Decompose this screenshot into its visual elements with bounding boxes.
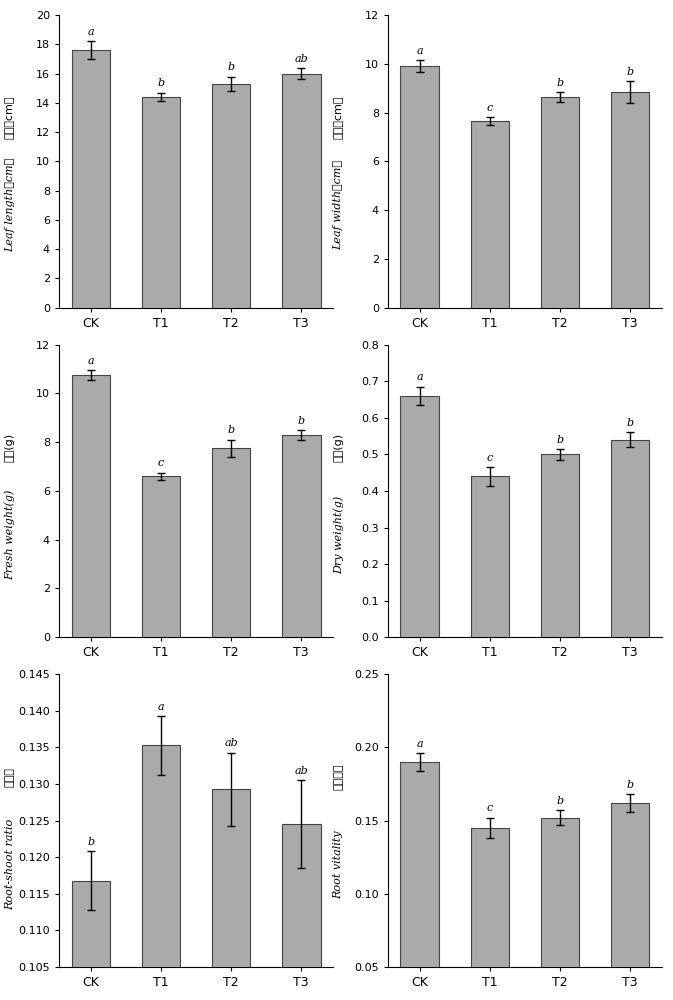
Bar xyxy=(611,803,649,1000)
Bar xyxy=(611,440,649,637)
Text: b: b xyxy=(557,435,563,445)
Text: 根系活力: 根系活力 xyxy=(334,763,344,790)
Text: c: c xyxy=(158,458,164,468)
Text: a: a xyxy=(87,356,94,366)
Text: Leaf length（cm）: Leaf length（cm） xyxy=(5,158,15,252)
Text: a: a xyxy=(87,27,94,37)
Text: a: a xyxy=(417,46,423,56)
Bar xyxy=(540,454,579,637)
Text: b: b xyxy=(557,78,563,88)
Text: Dry weight(g): Dry weight(g) xyxy=(333,496,344,574)
Text: c: c xyxy=(487,803,493,813)
Bar xyxy=(142,476,180,637)
Text: b: b xyxy=(157,78,164,88)
Bar xyxy=(142,745,180,1000)
Text: b: b xyxy=(627,67,634,77)
Bar xyxy=(470,121,509,308)
Text: ab: ab xyxy=(294,766,308,776)
Text: 干重(g): 干重(g) xyxy=(334,433,344,462)
Bar xyxy=(212,789,250,1000)
Text: a: a xyxy=(417,739,423,749)
Bar xyxy=(212,448,250,637)
Text: b: b xyxy=(297,416,305,426)
Text: Root-shoot ratio: Root-shoot ratio xyxy=(5,819,15,910)
Text: Leaf width（cm）: Leaf width（cm） xyxy=(334,160,344,250)
Text: a: a xyxy=(417,372,423,382)
Bar xyxy=(400,396,439,637)
Text: b: b xyxy=(227,62,235,72)
Text: 鲜重(g): 鲜重(g) xyxy=(5,433,15,462)
Bar xyxy=(611,92,649,308)
Bar xyxy=(400,66,439,308)
Text: Fresh weight(g): Fresh weight(g) xyxy=(5,490,15,580)
Text: b: b xyxy=(627,780,634,790)
Bar xyxy=(540,818,579,1000)
Bar xyxy=(282,824,320,1000)
Text: c: c xyxy=(487,103,493,113)
Text: ab: ab xyxy=(224,738,238,748)
Bar xyxy=(540,97,579,308)
Bar xyxy=(71,881,110,1000)
Bar xyxy=(282,435,320,637)
Bar xyxy=(470,828,509,1000)
Bar xyxy=(212,84,250,308)
Text: 叶长（cm）: 叶长（cm） xyxy=(5,96,15,139)
Text: ab: ab xyxy=(294,54,308,64)
Bar xyxy=(142,97,180,308)
Bar xyxy=(282,74,320,308)
Text: 叶宽（cm）: 叶宽（cm） xyxy=(334,96,344,139)
Text: b: b xyxy=(557,796,563,806)
Text: b: b xyxy=(87,837,94,847)
Text: b: b xyxy=(227,425,235,435)
Text: Root vitality: Root vitality xyxy=(334,830,344,899)
Text: c: c xyxy=(487,453,493,463)
Bar xyxy=(71,375,110,637)
Bar xyxy=(470,476,509,637)
Bar xyxy=(71,50,110,308)
Text: a: a xyxy=(157,702,164,712)
Bar xyxy=(400,762,439,1000)
Text: 根冠比: 根冠比 xyxy=(5,767,15,787)
Text: b: b xyxy=(627,418,634,428)
